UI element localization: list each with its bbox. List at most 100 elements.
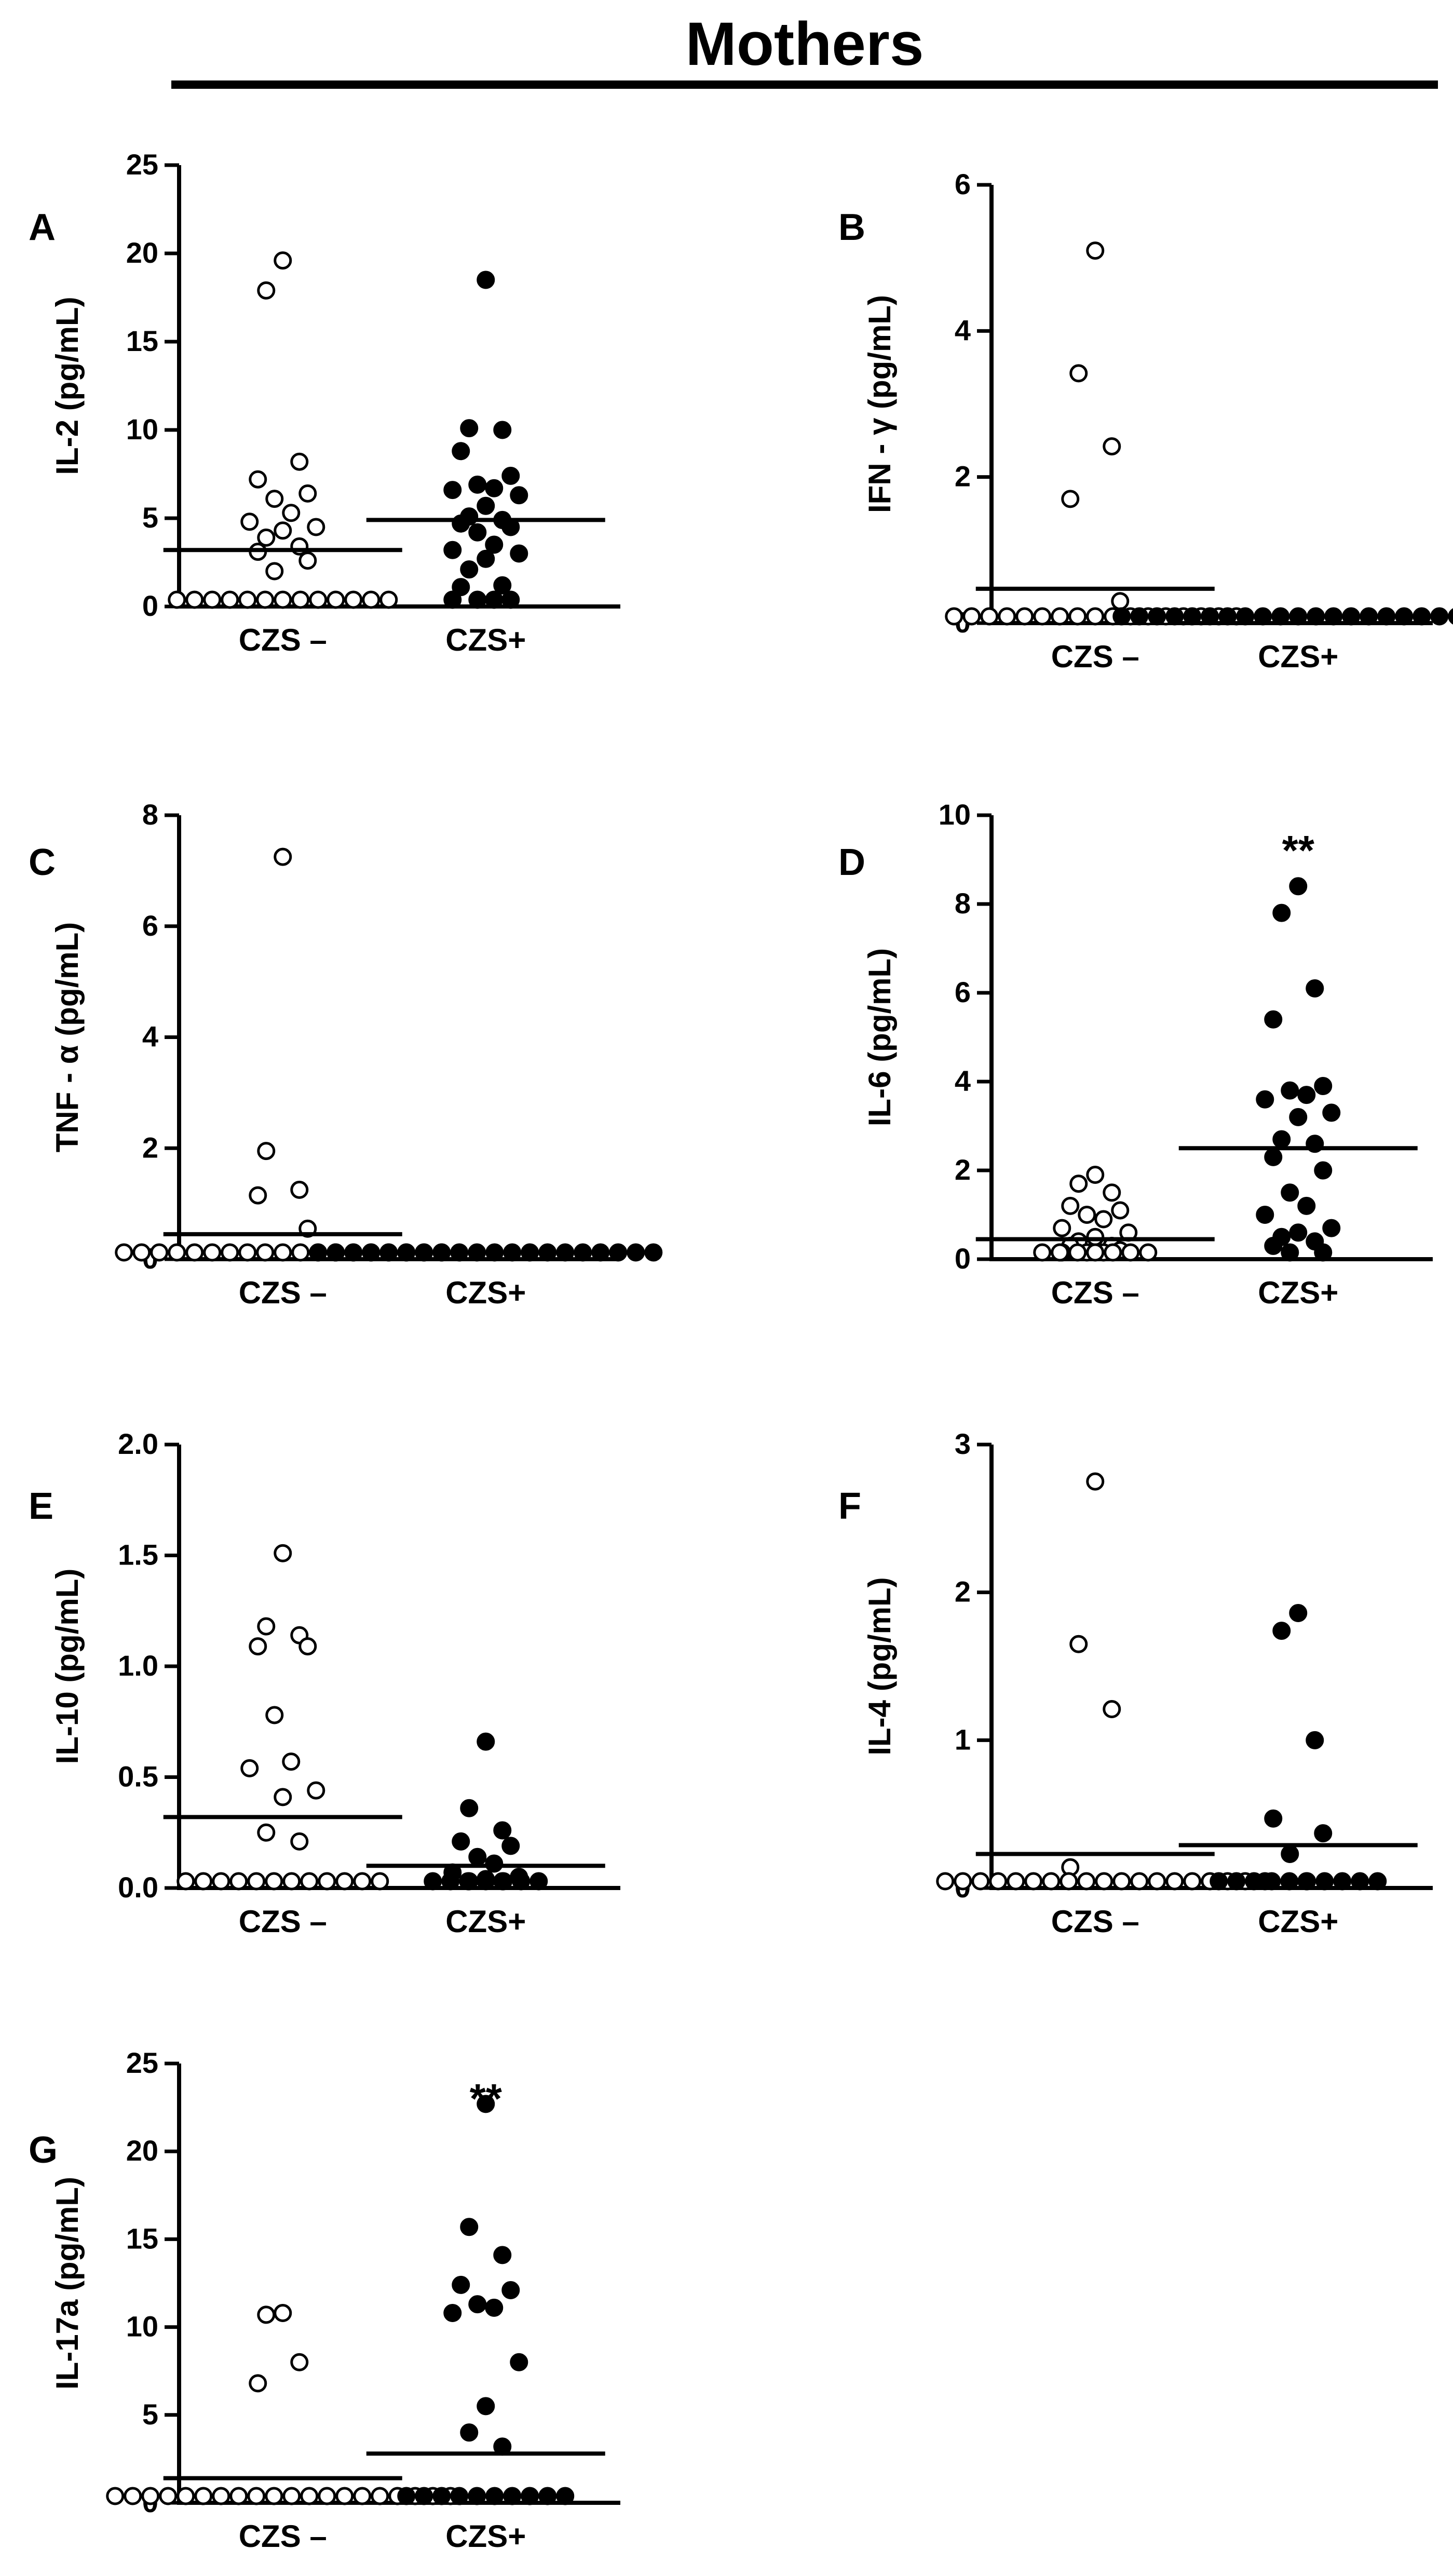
data-point-filled [501,466,520,485]
data-point-open [274,2304,292,2323]
data-point-open [274,251,292,270]
data-point-open [1007,1872,1025,1891]
data-point-open [1033,1243,1052,1262]
y-tick-label: 20 [126,2134,158,2167]
data-point-open [1103,437,1121,456]
data-point-filled [415,2487,433,2505]
data-point-filled [1289,1223,1308,1242]
data-point-filled [1281,1081,1299,1100]
data-point-open [265,1706,284,1724]
data-point-filled [493,1821,512,1840]
data-point-open [249,1186,267,1205]
data-point-filled [468,2295,487,2314]
panel-letter: E [29,1486,53,1527]
data-point-filled [1297,1196,1316,1215]
panel-a: 0 5 10 15 20 25 IL-2 (pg/mL) A CZS – CZS+ [29,148,620,657]
data-point-filled [1264,1809,1283,1828]
data-point-filled [443,590,462,609]
data-point-open [257,1142,276,1161]
data-point-filled [460,2423,479,2442]
data-point-open [265,490,284,508]
data-point-open [1183,1872,1202,1891]
significance-marker: ** [470,2075,503,2122]
data-point-filled [460,419,479,438]
data-point-filled [1165,607,1184,626]
data-point-filled [627,1243,645,1262]
data-point-filled [397,2487,416,2505]
data-point-filled [452,442,470,461]
y-tick-label: 1 [955,1723,971,1756]
data-point-open [115,1243,133,1262]
data-point-open [274,1243,292,1262]
data-point-open [203,590,222,609]
panel-letter: A [29,207,56,248]
data-point-open [257,1617,276,1636]
y-tick-label: 0.5 [118,1760,158,1793]
data-point-open [307,1781,325,1800]
data-point-open [257,1823,276,1842]
data-point-open [168,1243,186,1262]
data-point-filled [1262,1872,1281,1891]
y-tick-label: 10 [126,2310,158,2343]
data-point-open [1068,1243,1087,1262]
data-point-filled [1306,979,1324,997]
data-point-filled [1315,1872,1334,1891]
x-tick-label: CZS+ [445,1904,526,1939]
data-point-open [1086,1166,1105,1184]
data-point-open [989,1872,1008,1891]
data-point-filled [1413,607,1431,626]
data-point-open [249,470,267,489]
data-point-open [344,590,363,609]
data-point-open [1112,1872,1131,1891]
y-tick-label: 2 [955,460,971,493]
data-point-filled [1289,1604,1308,1623]
data-point-filled [493,2246,512,2264]
data-point-open [300,1872,319,1891]
data-point-filled [468,475,487,494]
data-point-open [194,1872,213,1891]
data-point-filled [1297,1086,1316,1104]
data-point-filled [494,1872,513,1891]
data-point-open [274,590,292,609]
data-point-filled [468,590,487,609]
data-point-open [1015,607,1034,626]
data-point-filled [1264,1010,1283,1029]
data-point-filled [1289,877,1308,896]
data-point-open [980,607,999,626]
data-point-open [1111,1201,1130,1220]
data-point-filled [468,1847,487,1866]
data-point-open [282,2487,301,2505]
data-point-open [159,2487,178,2505]
y-axis-title: IFN - γ (pg/mL) [862,295,897,513]
data-point-open [335,1872,354,1891]
data-point-filled [477,1872,495,1891]
data-point-open [1148,1872,1166,1891]
data-point-open [327,590,345,609]
x-tick-label: CZS – [239,1275,327,1310]
y-axis-title: IL-10 (pg/mL) [50,1569,85,1764]
data-point-open [1121,1243,1140,1262]
data-point-filled [1333,1872,1352,1891]
data-point-open [229,1872,248,1891]
data-point-filled [1322,1103,1341,1122]
data-point-open [353,2487,372,2505]
data-point-filled [510,2353,528,2371]
data-point-open [176,2487,195,2505]
x-tick-label: CZS+ [445,623,526,657]
data-point-open [212,1872,230,1891]
data-point-open [1051,607,1069,626]
data-point-open [971,1872,990,1891]
panel-letter: C [29,842,56,883]
data-point-open [1061,1196,1080,1215]
data-point-filled [477,271,495,289]
data-point-filled [344,1243,363,1262]
data-point-open [150,1243,169,1262]
data-point-filled [529,1872,548,1891]
panel-letter: F [838,1486,861,1527]
panel-letter: G [29,2129,58,2171]
data-point-open [168,590,186,609]
data-point-open [1053,1219,1071,1237]
data-point-filled [1280,1872,1299,1891]
y-tick-label: 5 [142,501,158,534]
